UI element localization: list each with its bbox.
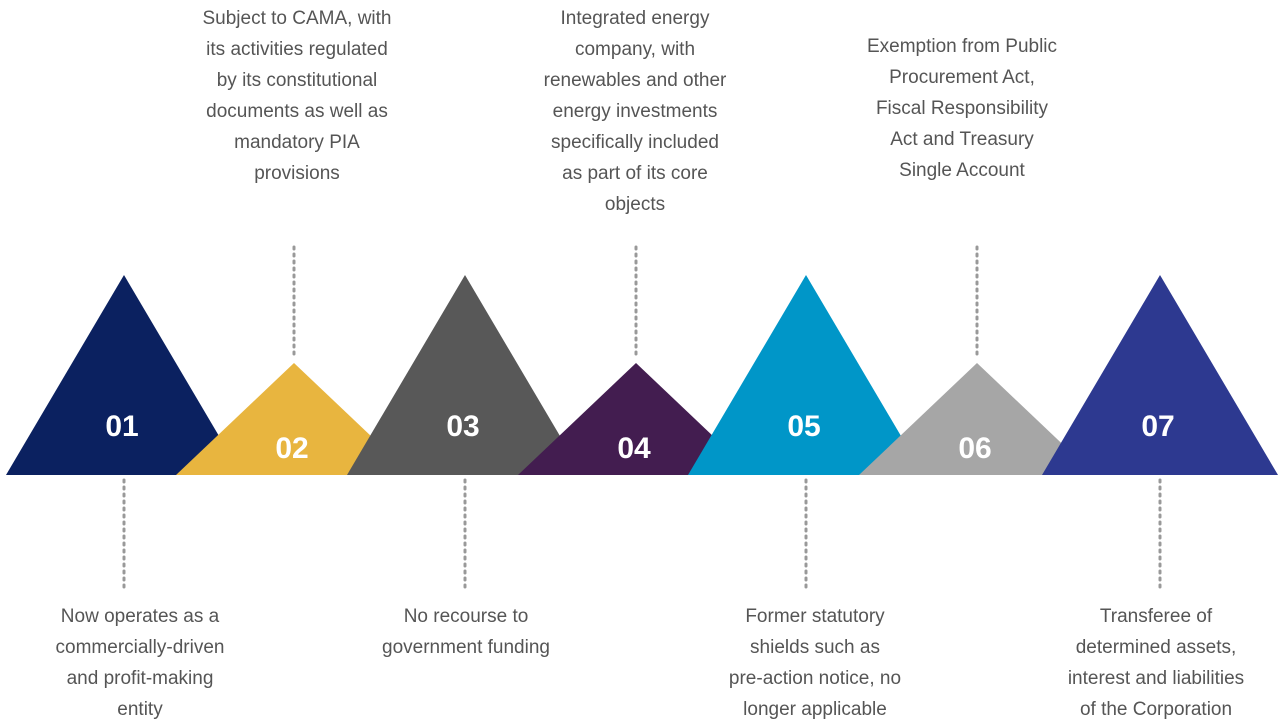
triangle [859, 363, 1095, 475]
step-description: Former statutory [745, 606, 885, 627]
step-description: by its constitutional [217, 70, 378, 91]
step-number: 07 [1141, 410, 1174, 443]
step-description: Single Account [899, 160, 1025, 181]
triangle [518, 363, 754, 475]
step-number: 04 [617, 432, 651, 465]
step-description: documents as well as [206, 101, 388, 122]
step-description: Now operates as a [61, 606, 220, 627]
step-number: 03 [446, 410, 479, 443]
step-number: 02 [275, 432, 308, 465]
step-description: as part of its core [562, 163, 708, 184]
step-description: Act and Treasury [890, 129, 1034, 150]
step-description: of the Corporation [1080, 699, 1232, 720]
step-description: determined assets, [1076, 637, 1237, 658]
step-description: energy investments [553, 101, 718, 122]
step-description: Transferee of [1100, 606, 1213, 627]
step-description: specifically included [551, 132, 719, 153]
step-description: and profit-making [67, 668, 214, 689]
step-description: Exemption from Public [867, 36, 1057, 57]
triangle [176, 363, 412, 475]
step-description: renewables and other [544, 70, 727, 91]
step-description: government funding [382, 637, 550, 658]
step-description: interest and liabilities [1068, 668, 1244, 689]
step-description: Integrated energy [561, 8, 710, 29]
step-number: 06 [958, 432, 991, 465]
triangle [1042, 275, 1278, 475]
step-description: longer applicable [743, 699, 887, 720]
triangle [6, 275, 242, 475]
step-description: its activities regulated [206, 39, 388, 60]
step-description: Subject to CAMA, with [202, 8, 391, 29]
step-description: objects [605, 194, 665, 215]
step-number: 05 [787, 410, 820, 443]
step-number: 01 [105, 410, 138, 443]
step-description: shields such as [750, 637, 880, 658]
triangle [688, 275, 924, 475]
step-description: commercially-driven [56, 637, 225, 658]
step-description: No recourse to [404, 606, 529, 627]
step-description: provisions [254, 163, 340, 184]
step-description: Procurement Act, [889, 67, 1035, 88]
step-description: company, with [575, 39, 695, 60]
step-description: mandatory PIA [234, 132, 360, 153]
step-description: pre-action notice, no [729, 668, 901, 689]
triangle [347, 275, 583, 475]
step-description: Fiscal Responsibility [876, 98, 1049, 119]
step-description: entity [117, 699, 163, 720]
